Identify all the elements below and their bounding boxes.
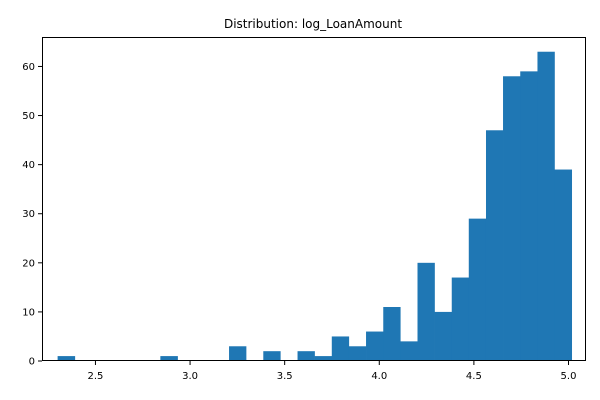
histogram-bar-0 [57, 356, 76, 361]
histogram-bar-28 [537, 51, 555, 362]
histogram-bar-25 [485, 130, 504, 361]
x-tick-label-3: 4.0 [371, 371, 387, 382]
histogram-bar-27 [520, 71, 538, 361]
histogram-bar-26 [503, 76, 521, 361]
x-tick-label-2: 3.5 [277, 371, 293, 382]
histogram-bar-23 [451, 277, 470, 361]
chart-title: Distribution: log_LoanAmount [224, 17, 402, 31]
histogram-bar-24 [468, 218, 487, 361]
x-tick-label-1: 3.0 [182, 371, 198, 382]
histogram-bars [57, 51, 573, 362]
y-axis: 0 10 20 30 40 50 60 [22, 62, 42, 368]
histogram-bar-19 [383, 307, 401, 361]
y-tick-label-1: 10 [22, 307, 35, 318]
x-tick-label-0: 2.5 [88, 371, 104, 382]
histogram-bar-17 [348, 346, 367, 361]
y-tick-label-3: 30 [22, 209, 35, 220]
histogram-bar-18 [366, 331, 384, 361]
histogram-bar-14 [297, 351, 315, 361]
histogram-bar-16 [331, 336, 350, 361]
plot-frame [42, 37, 586, 361]
y-tick-label-2: 20 [22, 258, 35, 269]
x-tick-label-4: 4.5 [466, 371, 482, 382]
histogram-bar-12 [263, 351, 281, 361]
y-tick-label-4: 40 [22, 160, 35, 171]
histogram-bar-29 [554, 169, 573, 361]
histogram-bar-15 [314, 356, 333, 361]
histogram-bar-21 [417, 262, 435, 361]
histogram-bar-22 [434, 311, 453, 361]
y-tick-label-0: 0 [29, 357, 35, 368]
x-tick-label-5: 5.0 [561, 371, 577, 382]
y-tick-label-6: 60 [22, 62, 35, 73]
histogram-bar-6 [160, 356, 178, 361]
histogram-bar-20 [400, 341, 418, 361]
y-tick-label-5: 50 [22, 111, 35, 122]
x-axis: 2.5 3.0 3.5 4.0 4.5 5.0 [88, 361, 577, 382]
histogram-bar-10 [229, 346, 247, 361]
